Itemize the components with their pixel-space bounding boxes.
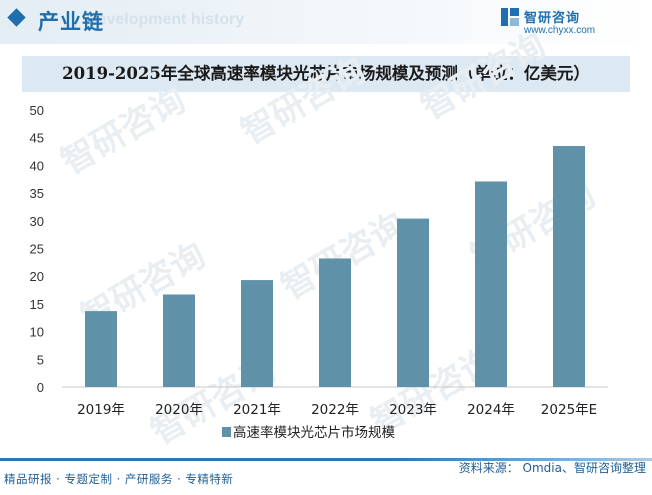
header-watermark: Development history [86,11,245,28]
y-tick-label: 30 [30,214,44,229]
bar [241,280,273,387]
x-tick-label: 2019年 [77,402,125,418]
bar [85,311,117,387]
header-banner: Development history 产业链 智研咨询 www.chyxx.c… [0,0,652,44]
x-tick-label: 2023年 [389,402,437,418]
x-tick-label: 2020年 [155,402,203,418]
x-tick-label: 2025年E [541,402,597,418]
y-tick-label: 40 [30,158,44,173]
y-tick-label: 0 [37,380,44,395]
chart-title-bar: 2019-2025年全球高速率模块光芯片市场规模及预测（单位：亿美元） [22,56,630,92]
x-tick-label: 2022年 [311,402,359,418]
logo-name: 智研咨询 [524,11,581,26]
bar [319,258,351,387]
bar [475,181,507,387]
chart-title: 2019-2025年全球高速率模块光芯片市场规模及预测（单位：亿美元） [62,64,590,83]
y-tick-label: 50 [30,103,44,118]
y-tick-label: 15 [30,297,44,312]
legend-swatch [222,427,231,437]
logo-icon [501,8,519,26]
brand-logo: 智研咨询 www.chyxx.com [500,5,640,39]
y-tick-label: 45 [30,131,44,146]
logo-url: www.chyxx.com [524,25,596,36]
legend-label: 高速率模块光芯片市场规模 [233,424,395,441]
y-tick-label: 25 [30,242,44,257]
x-tick-label: 2021年 [233,402,281,418]
bar [553,146,585,387]
y-tick-label: 5 [37,352,44,367]
x-tick-label: 2024年 [467,402,515,418]
data-source: 资料来源： Omdia、智研咨询整理 [458,461,646,475]
bar [397,218,429,387]
footer-divider [0,458,652,461]
y-tick-label: 10 [30,325,44,340]
bar [163,294,195,387]
y-tick-label: 35 [30,186,44,201]
y-tick-label: 20 [30,269,44,284]
section-title: 产业链 [38,10,104,34]
footer-tagline: 精品研报 · 专题定制 · 产研服务 · 专精特新 [4,472,234,486]
